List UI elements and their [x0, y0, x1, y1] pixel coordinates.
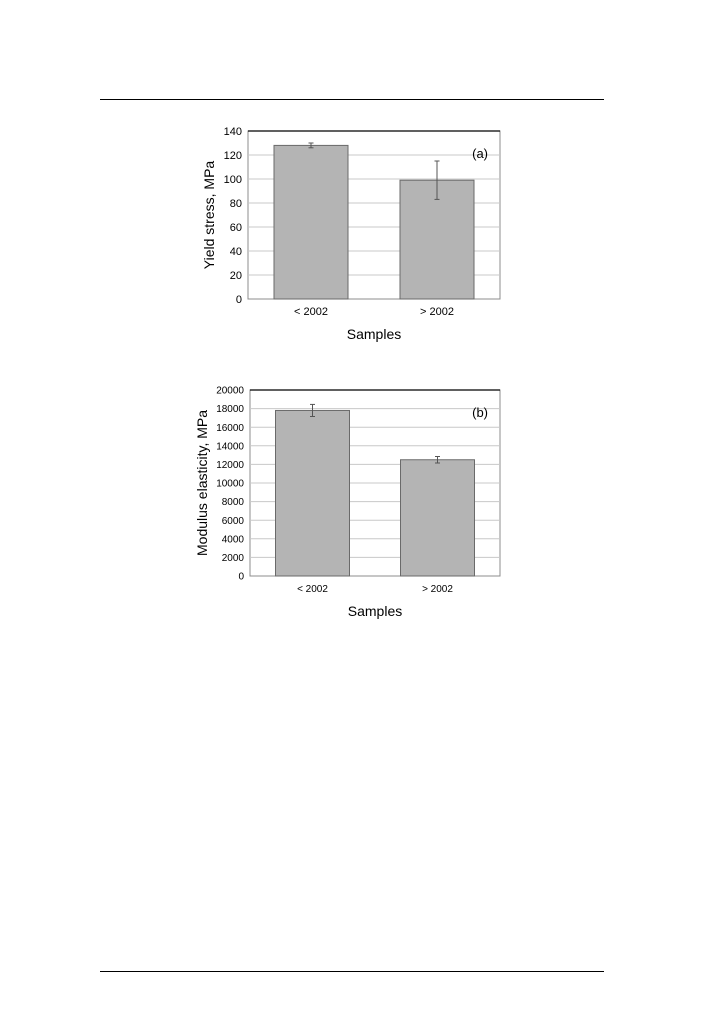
x-category-label: > 2002	[422, 584, 453, 595]
panel-label: (b)	[472, 405, 488, 420]
footer-rule	[100, 971, 604, 972]
y-tick-label: 4000	[222, 534, 245, 545]
y-tick-label: 0	[238, 572, 244, 583]
y-tick-label: 40	[230, 246, 242, 258]
y-tick-label: 100	[224, 174, 242, 186]
x-category-label: < 2002	[294, 306, 328, 318]
yield-stress-chart: 0 20 40 60 80 100 120 140 < 2002 > 2002 (a) Samples…	[201, 126, 501, 342]
y-axis-label: Modulus elasticity, MPa	[194, 410, 210, 556]
y-tick-label: 16000	[216, 423, 244, 434]
modulus-elasticity-chart: 0 2000 4000 6000 8000 10000 12000 14000 16000 180…	[194, 386, 501, 619]
y-tick-label: 140	[224, 126, 242, 138]
y-tick-label: 120	[224, 150, 242, 162]
x-category-label: > 2002	[420, 306, 454, 318]
y-tick-label: 10000	[216, 479, 244, 490]
bar-before-2002	[275, 409, 350, 577]
header-rule	[100, 99, 604, 100]
y-tick-label: 20000	[216, 386, 244, 397]
y-tick-label: 60	[230, 222, 242, 234]
panel-label: (a)	[472, 146, 488, 161]
x-axis-label: Samples	[348, 603, 402, 619]
bar-before-2002	[273, 144, 349, 300]
x-axis-label: Samples	[347, 326, 401, 342]
y-axis-label: Yield stress, MPa	[201, 161, 217, 270]
x-category-label: < 2002	[297, 584, 328, 595]
y-tick-label: 8000	[222, 497, 245, 508]
bar-after-2002	[399, 179, 475, 300]
y-tick-label: 12000	[216, 460, 244, 471]
y-tick-label: 6000	[222, 516, 245, 527]
y-tick-label: 18000	[216, 404, 244, 415]
y-tick-label: 2000	[222, 553, 245, 564]
y-tick-label: 14000	[216, 441, 244, 452]
bar-after-2002	[400, 459, 475, 577]
y-tick-label: 0	[236, 294, 242, 306]
y-tick-label: 80	[230, 198, 242, 210]
y-tick-label: 20	[230, 270, 242, 282]
